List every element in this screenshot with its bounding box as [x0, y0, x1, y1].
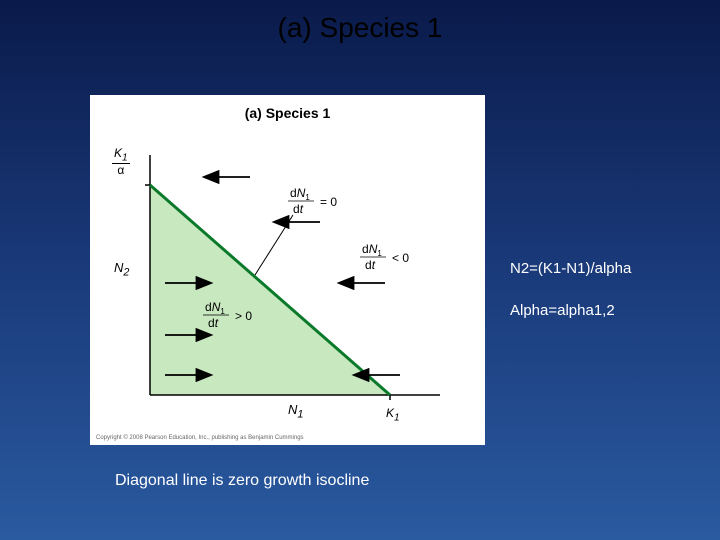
eq-zero-label: dN1 dt = 0 [288, 186, 337, 216]
chart-container: (a) Species 1 K1 α N2 N1 K1 [90, 95, 485, 445]
eq-neg-label: dN1 dt < 0 [360, 242, 409, 272]
side-note-n2-equation: N2=(K1-N1)/alpha [510, 260, 631, 277]
svg-text:dN1: dN1 [290, 186, 310, 202]
svg-text:dt: dt [365, 258, 376, 272]
svg-text:dN1: dN1 [362, 242, 382, 258]
svg-text:dt: dt [208, 316, 219, 330]
svg-text:< 0: < 0 [392, 251, 409, 265]
svg-text:= 0: = 0 [320, 195, 337, 209]
chart-heading: (a) Species 1 [90, 105, 485, 121]
copyright-text: Copyright © 2008 Pearson Education, Inc.… [96, 435, 304, 441]
svg-text:dt: dt [293, 202, 304, 216]
phase-plot: dN1 dt = 0 dN1 dt < 0 dN1 dt > 0 [90, 125, 485, 425]
caption-text: Diagonal line is zero growth isocline [115, 472, 369, 490]
side-note-alpha-equation: Alpha=alpha1,2 [510, 302, 615, 319]
svg-text:> 0: > 0 [235, 309, 252, 323]
slide-title: (a) Species 1 [0, 12, 720, 44]
